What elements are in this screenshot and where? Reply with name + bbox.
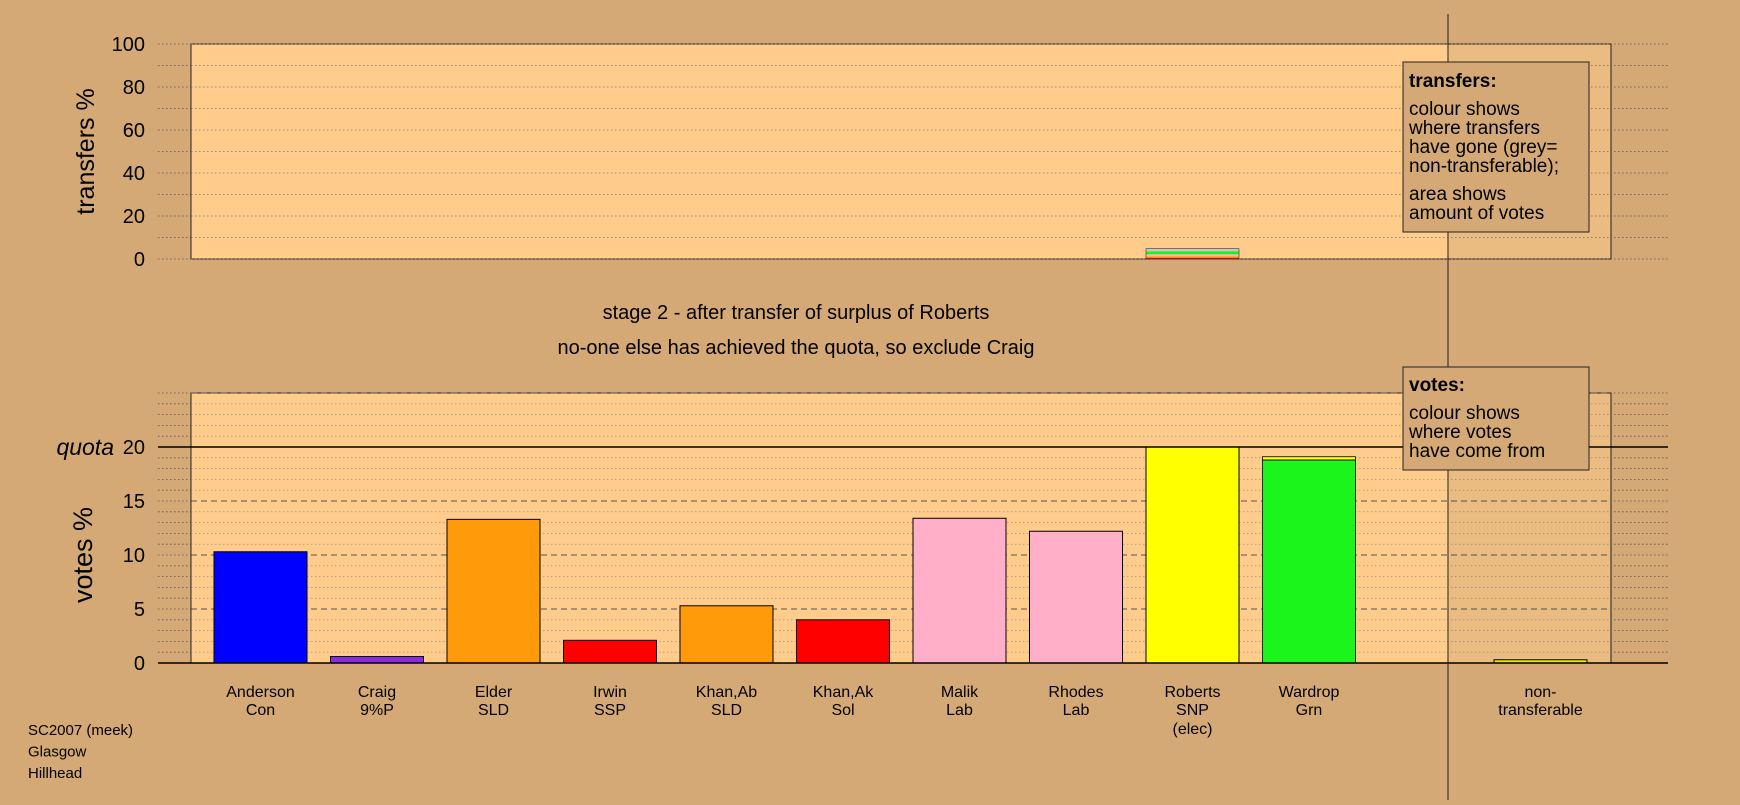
candidate-party-label: transferable	[1498, 702, 1583, 719]
votes-tick-label: 5	[134, 599, 145, 621]
transfers-axis-label: transfers %	[72, 88, 100, 214]
transfers-legend-line: where transfers	[1408, 118, 1540, 139]
candidate-party-label: Con	[246, 702, 275, 719]
transfer-segment	[1146, 248, 1239, 252]
candidate-note-label: (elec)	[1172, 721, 1212, 738]
transfers-tick-label: 60	[123, 120, 145, 142]
transfer-segment	[1146, 256, 1239, 258]
vote-bar	[330, 656, 424, 664]
transfers-tick-label: 80	[123, 77, 145, 99]
stage-title: stage 2 - after transfer of surplus of R…	[603, 302, 990, 324]
transfers-tick-label: 40	[123, 163, 145, 185]
candidate-party-label: Sol	[831, 702, 854, 719]
votes-legend-heading: votes:	[1409, 375, 1465, 396]
vote-bar	[213, 551, 308, 664]
candidate-party-label: SLD	[478, 702, 509, 719]
transfers-tick-label: 100	[112, 34, 145, 56]
candidate-name-label: Craig	[358, 684, 396, 701]
transfer-segment	[1146, 254, 1239, 257]
transfer-segment	[1146, 257, 1239, 259]
votes-tick-label: 10	[123, 545, 145, 567]
candidate-name-label: Khan,Ab	[696, 684, 757, 701]
candidate-name-label: Elder	[475, 684, 513, 701]
vote-bar-segment	[1262, 459, 1356, 664]
vote-bar	[446, 518, 541, 664]
footer-line: Hillhead	[28, 765, 82, 782]
candidate-name-label: Khan,Ak	[813, 684, 874, 701]
transfers-legend-heading: transfers:	[1409, 71, 1497, 92]
vote-bar	[679, 605, 774, 664]
transfers-tick-label: 20	[123, 206, 145, 228]
candidate-name-label: Malik	[941, 684, 979, 701]
vote-bar	[912, 517, 1007, 664]
candidate-party-label: SLD	[711, 702, 742, 719]
votes-legend-line: colour shows	[1409, 403, 1520, 424]
votes-legend-line: have come from	[1409, 441, 1545, 462]
candidate-name-label: Roberts	[1164, 684, 1220, 701]
quota-label: quota	[56, 434, 114, 460]
votes-legend-box	[1402, 366, 1590, 471]
votes-tick-label: 20	[123, 437, 145, 459]
transfer-bar-outline	[1145, 248, 1240, 260]
votes-legend-line: where votes	[1408, 422, 1511, 443]
candidate-name-label: Anderson	[226, 684, 295, 701]
transfers-legend-line: colour shows	[1409, 99, 1520, 120]
candidate-party-label: 9%P	[360, 702, 394, 719]
transfers-tick-label: 0	[134, 249, 145, 271]
transfers-legend-line: non-transferable);	[1409, 156, 1559, 177]
transfers-legend-line: have gone (grey=	[1409, 137, 1557, 158]
candidate-party-label: Lab	[1063, 702, 1090, 719]
votes-axis-label: votes %	[68, 507, 98, 603]
candidate-name-label: Irwin	[593, 684, 627, 701]
footer-line: Glasgow	[28, 744, 87, 761]
candidate-party-label: Lab	[946, 702, 973, 719]
transfers-legend-line: amount of votes	[1409, 203, 1544, 224]
transfers-legend-line: area shows	[1409, 184, 1506, 205]
candidate-name-label: Wardrop	[1279, 684, 1340, 701]
transfers-legend-box	[1402, 61, 1590, 233]
stage-subtitle: no-one else has achieved the quota, so e…	[558, 337, 1035, 359]
vote-bar	[563, 639, 657, 664]
candidate-party-label: Grn	[1296, 702, 1323, 719]
vote-bar	[1029, 530, 1123, 664]
vote-bar	[1145, 446, 1240, 664]
votes-tick-label: 15	[123, 491, 145, 513]
candidate-party-label: SNP	[1176, 702, 1209, 719]
vote-bar-segment	[1262, 456, 1356, 461]
footer-line: SC2007 (meek)	[28, 722, 133, 739]
votes-tick-label: 0	[134, 653, 145, 675]
votes-panel	[190, 392, 1612, 664]
candidate-name-label: non-	[1524, 684, 1556, 701]
vote-bar	[796, 619, 890, 664]
candidate-party-label: SSP	[594, 702, 626, 719]
transfer-segment	[1146, 251, 1239, 255]
candidate-name-label: Rhodes	[1048, 684, 1103, 701]
